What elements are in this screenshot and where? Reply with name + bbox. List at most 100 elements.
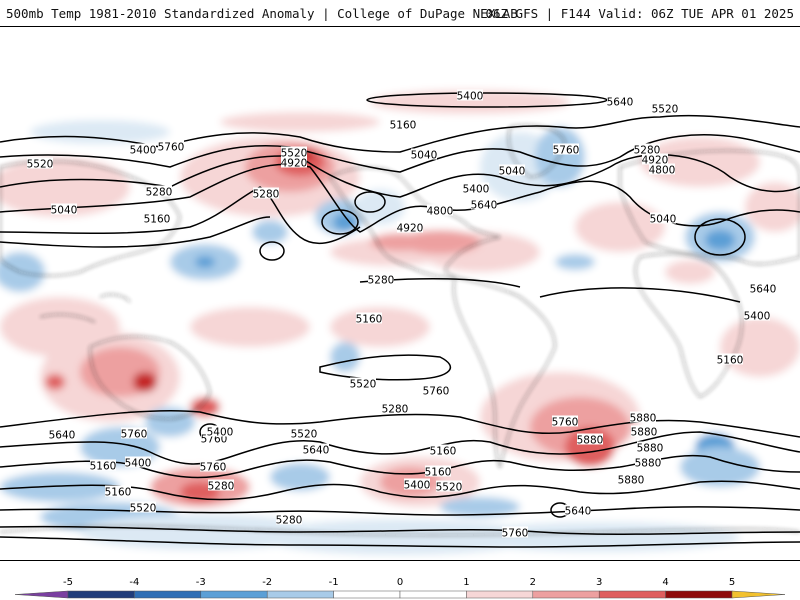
contour-label-background bbox=[207, 425, 233, 437]
contour-label-background bbox=[368, 273, 394, 285]
contour-label-text: 5640 bbox=[471, 200, 498, 212]
contour-label-text: 5520 bbox=[652, 104, 679, 116]
contour-label: 5880 bbox=[635, 456, 662, 470]
contour-label-text: 5280 bbox=[146, 187, 173, 199]
color-scale-tick-label: 0 bbox=[397, 577, 403, 588]
contour-label: 4920 bbox=[281, 156, 308, 170]
contour-label: 5280 bbox=[146, 185, 173, 199]
model-run-info: 06Z GFS | F144 Valid: 06Z TUE APR 01 202… bbox=[485, 6, 794, 21]
contour-label-background bbox=[499, 164, 525, 176]
contour-label-text: 5640 bbox=[303, 445, 330, 457]
contour-label-text: 5160 bbox=[90, 461, 117, 473]
contour-label: 4920 bbox=[397, 221, 423, 235]
contour-label-text: 5640 bbox=[607, 97, 634, 109]
contour-label-background bbox=[411, 148, 437, 160]
contour-label-text: 5880 bbox=[635, 458, 662, 470]
contour-label-background bbox=[158, 140, 184, 152]
contour-label-background bbox=[130, 143, 156, 155]
color-scale-tick-label: 4 bbox=[662, 577, 668, 588]
contour-label: 5760 bbox=[553, 143, 580, 157]
color-scale-segment bbox=[532, 590, 600, 599]
contour-label-text: 5640 bbox=[750, 284, 777, 296]
contour-label: 5160 bbox=[105, 485, 131, 499]
contour-label-text: 5160 bbox=[390, 120, 417, 132]
contour-label-text: 5880 bbox=[577, 435, 604, 447]
contour-label-background bbox=[577, 433, 603, 445]
contour-label: 5280 bbox=[253, 187, 280, 201]
contour-label-text: 5400 bbox=[207, 427, 234, 439]
contour-label-background bbox=[303, 443, 329, 455]
contour-label: 5160 bbox=[430, 444, 457, 458]
contour-label-text: 5520 bbox=[130, 503, 157, 515]
contour-label-background bbox=[146, 185, 172, 197]
color-scale-segment bbox=[14, 590, 69, 599]
contour-label: 5880 bbox=[618, 473, 645, 487]
contour-label-text: 5520 bbox=[436, 482, 463, 494]
contour-label: 5400 bbox=[404, 478, 430, 492]
contour-label-text: 5040 bbox=[411, 150, 438, 162]
contour-label: 5880 bbox=[637, 441, 663, 455]
contour-label-background bbox=[51, 203, 77, 215]
contour-label-background bbox=[552, 415, 578, 427]
contour-label-text: 5760 bbox=[552, 417, 579, 429]
contour-label-background bbox=[27, 157, 53, 169]
contour-label-text: 5160 bbox=[430, 446, 457, 458]
contour-label: 5760 bbox=[121, 427, 148, 441]
contour-label: 5880 bbox=[630, 411, 656, 425]
color-scale-legend: -5 -4 -3 -2 -1 0 1 2 3 4 5 bbox=[14, 577, 786, 599]
color-scale-segment bbox=[399, 590, 467, 599]
contour-label-background bbox=[276, 513, 302, 525]
contour-label-background bbox=[637, 441, 663, 453]
contour-label-text: 5280 bbox=[253, 189, 280, 201]
contour-label-background bbox=[390, 118, 416, 130]
contour-label-background bbox=[291, 427, 317, 439]
contour-label-text: 5520 bbox=[27, 159, 54, 171]
contour-label-text: 5400 bbox=[130, 145, 157, 157]
color-scale-tick-label: 3 bbox=[596, 577, 602, 588]
contour-label-background bbox=[631, 425, 657, 437]
contour-label-background bbox=[382, 402, 408, 414]
contour-label-text: 5760 bbox=[158, 142, 185, 154]
contour-label: 5160 bbox=[90, 459, 117, 473]
color-scale-segment bbox=[266, 590, 334, 599]
contour-label: 5640 bbox=[471, 198, 498, 212]
contour-label-background bbox=[427, 204, 453, 216]
contour-label-background bbox=[90, 459, 116, 471]
contour-label-text: 5280 bbox=[276, 515, 303, 527]
contour-label-background bbox=[49, 428, 75, 440]
contour-label-background bbox=[253, 187, 279, 199]
contour-label: 5520 bbox=[436, 480, 463, 494]
contour-label-text: 5040 bbox=[51, 205, 78, 217]
contour-label: 5520 bbox=[281, 146, 307, 160]
contour-label-background bbox=[430, 444, 456, 456]
contour-label-text: 4920 bbox=[281, 158, 308, 170]
color-scale-tick-label: -3 bbox=[196, 577, 206, 588]
contour-label-background bbox=[436, 480, 462, 492]
contour-label-text: 5760 bbox=[121, 429, 148, 441]
contour-label: 5280 bbox=[382, 402, 408, 416]
contour-label-text: 5040 bbox=[650, 214, 677, 226]
contour-label: 5400 bbox=[457, 89, 484, 103]
contour-label: 5400 bbox=[125, 456, 151, 470]
contour-label-text: 5520 bbox=[291, 429, 318, 441]
contour-label: 4800 bbox=[649, 163, 675, 177]
contour-label-text: 4800 bbox=[427, 206, 454, 218]
contour-label-text: 5520 bbox=[350, 379, 377, 391]
contour-label-text: 5760 bbox=[553, 145, 580, 157]
contour-label-text: 5400 bbox=[457, 91, 484, 103]
color-scale-segment bbox=[333, 590, 401, 599]
color-scale-tick-label: 2 bbox=[530, 577, 536, 588]
color-scale-tick-label: -1 bbox=[329, 577, 339, 588]
contour-label-background bbox=[130, 501, 156, 513]
color-scale-segment bbox=[466, 590, 534, 599]
contour-label-background bbox=[502, 526, 528, 538]
contour-label: 5760 bbox=[552, 415, 579, 429]
contour-label-background bbox=[350, 377, 376, 389]
contour-label: 5160 bbox=[144, 212, 170, 226]
contour-label-background bbox=[404, 478, 430, 490]
contour-label-text: 5880 bbox=[618, 475, 645, 487]
contour-label: 5040 bbox=[51, 203, 78, 217]
contour-label: 5280 bbox=[208, 479, 234, 493]
contour-label: 5400 bbox=[207, 425, 234, 439]
